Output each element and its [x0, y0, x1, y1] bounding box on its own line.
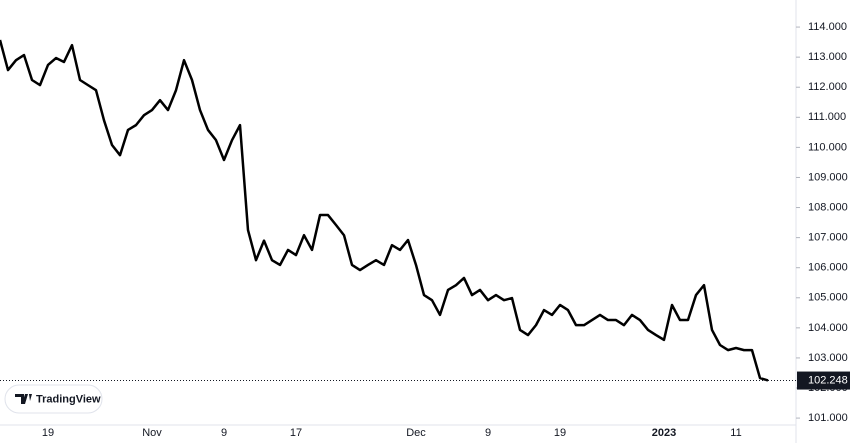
- x-tick-label: 19: [554, 427, 566, 439]
- x-tick-label: 9: [221, 427, 227, 439]
- y-tick-label: 108.000: [808, 201, 848, 213]
- last-price-label: 102.248: [808, 374, 848, 386]
- logo-box[interactable]: [4, 384, 103, 414]
- last-price-box: [797, 371, 850, 390]
- price-line: [0, 39, 769, 382]
- x-tick-label: 9: [485, 427, 491, 439]
- y-tick-label: 113.000: [808, 51, 847, 63]
- x-tick-label: 17: [290, 427, 302, 439]
- x-tick-label: 11: [730, 427, 741, 439]
- x-tick-label: 19: [42, 427, 54, 439]
- y-tick-label: 114.000: [808, 21, 847, 33]
- y-tick-label: 101.000: [808, 412, 848, 424]
- x-tick-label: Nov: [142, 427, 162, 439]
- y-tick-label: 105.000: [808, 292, 848, 304]
- y-tick-label: 104.000: [808, 322, 848, 334]
- x-tick-label: Dec: [406, 427, 426, 439]
- logo-text: TradingView: [36, 393, 101, 405]
- y-tick-label: 112.000: [808, 81, 847, 93]
- y-tick-label: 103.000: [808, 352, 848, 364]
- logo-icon: [15, 394, 32, 404]
- logo[interactable]: TradingView: [4, 384, 103, 414]
- x-tick-label: 2023: [652, 427, 676, 439]
- y-tick-label: 110.000: [808, 141, 847, 153]
- y-tick-label: 111.000: [808, 111, 846, 123]
- y-tick-label: 107.000: [808, 232, 848, 244]
- y-tick-label: 106.000: [808, 262, 848, 274]
- y-tick-label: 109.000: [808, 171, 848, 183]
